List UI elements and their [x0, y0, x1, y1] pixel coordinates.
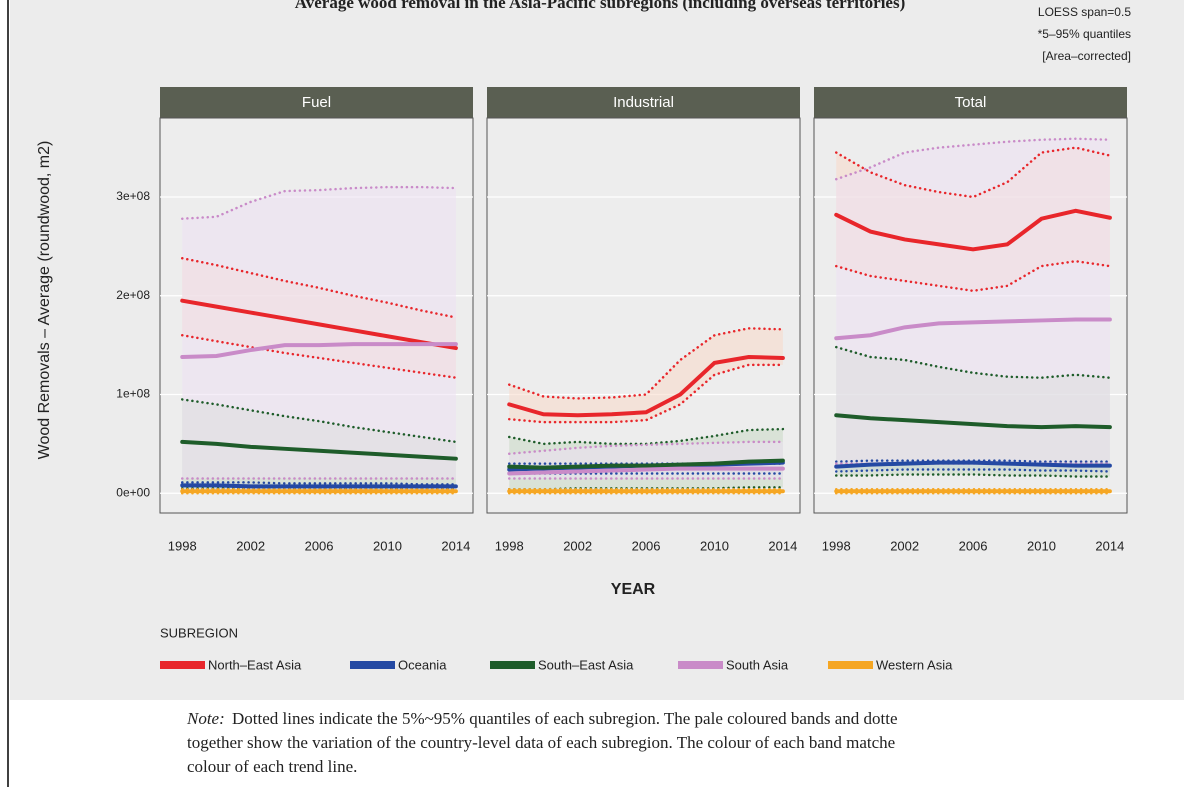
legend-swatch — [678, 661, 723, 669]
panel-series — [507, 327, 785, 495]
trend-line — [834, 460, 1112, 469]
legend-label: Oceania — [398, 657, 447, 672]
upper-quantile-line — [834, 345, 1112, 379]
trend-line — [180, 342, 458, 359]
x-axis-label: YEAR — [611, 581, 656, 598]
trend-line — [507, 458, 785, 470]
note-label: Note: — [186, 709, 225, 728]
legend-title: SUBREGION — [160, 625, 238, 640]
strip — [814, 87, 1127, 118]
lower-quantile-line — [834, 473, 1112, 478]
upper-quantile-line — [180, 185, 458, 220]
strip-label: Industrial — [613, 94, 674, 111]
lower-quantile-line — [834, 259, 1112, 293]
trend-line — [507, 466, 785, 476]
upper-quantile-line — [180, 256, 458, 319]
upper-quantile-line — [834, 137, 1112, 181]
upper-quantile-line — [834, 146, 1112, 199]
note-text: Dotted lines indicate the 5%~95% quantil… — [232, 709, 898, 728]
quantile-band — [836, 138, 1110, 464]
y-tick-label: 3e+08 — [116, 189, 150, 203]
trend-line — [834, 208, 1112, 252]
x-tick-label: 2006 — [632, 538, 661, 553]
x-tick-label: 2006 — [305, 538, 334, 553]
annotation: [Area–corrected] — [1042, 49, 1131, 63]
trend-line — [180, 483, 458, 489]
strip-label: Fuel — [302, 94, 331, 111]
x-tick-label: 1998 — [495, 538, 524, 553]
upper-quantile-line — [180, 481, 458, 486]
note-text: together show the variation of the count… — [187, 733, 895, 752]
x-tick-label: 2014 — [768, 538, 797, 553]
trend-line — [180, 298, 458, 351]
legend-label: South Asia — [726, 657, 789, 672]
upper-quantile-line — [180, 398, 458, 444]
panel-series — [834, 137, 1112, 495]
lower-quantile-line — [834, 468, 1112, 473]
annotation: *5–95% quantiles — [1038, 27, 1131, 41]
x-tick-label: 2002 — [890, 538, 919, 553]
legend-swatch — [350, 661, 395, 669]
legend-swatch — [160, 661, 205, 669]
lower-quantile-line — [507, 363, 785, 424]
y-tick-label: 2e+08 — [116, 288, 150, 302]
x-tick-label: 2010 — [700, 538, 729, 553]
annotation: LOESS span=0.5 — [1038, 5, 1131, 19]
legend-label: South–East Asia — [538, 657, 634, 672]
x-tick-label: 2002 — [563, 538, 592, 553]
upper-quantile-line — [507, 440, 785, 455]
x-tick-label: 1998 — [168, 538, 197, 553]
x-tick-label: 2010 — [373, 538, 402, 553]
y-tick-label: 1e+08 — [116, 387, 150, 401]
panel-series — [180, 185, 458, 495]
legend-swatch — [828, 661, 873, 669]
x-tick-label: 2010 — [1027, 538, 1056, 553]
x-tick-label: 1998 — [822, 538, 851, 553]
trend-line — [834, 317, 1112, 341]
x-tick-label: 2014 — [441, 538, 470, 553]
x-tick-label: 2014 — [1095, 538, 1124, 553]
trend-line — [180, 439, 458, 461]
legend-label: Western Asia — [876, 657, 953, 672]
y-axis-label: Wood Removals – Average (roundwood, m2) — [36, 141, 53, 460]
note-text: colour of each trend line. — [187, 757, 357, 776]
lower-quantile-line — [180, 334, 458, 379]
trend-line — [507, 354, 785, 418]
strip — [160, 87, 473, 118]
legend-label: North–East Asia — [208, 657, 302, 672]
x-tick-label: 2006 — [959, 538, 988, 553]
x-tick-label: 2002 — [236, 538, 265, 553]
chart-title: Average wood removal in the Asia-Pacific… — [295, 0, 906, 12]
strip — [487, 87, 800, 118]
upper-quantile-line — [507, 327, 785, 400]
trend-line — [834, 413, 1112, 430]
quantile-band — [182, 187, 456, 479]
y-tick-label: 0e+00 — [116, 485, 150, 499]
legend-swatch — [490, 661, 535, 669]
strip-label: Total — [955, 94, 987, 111]
